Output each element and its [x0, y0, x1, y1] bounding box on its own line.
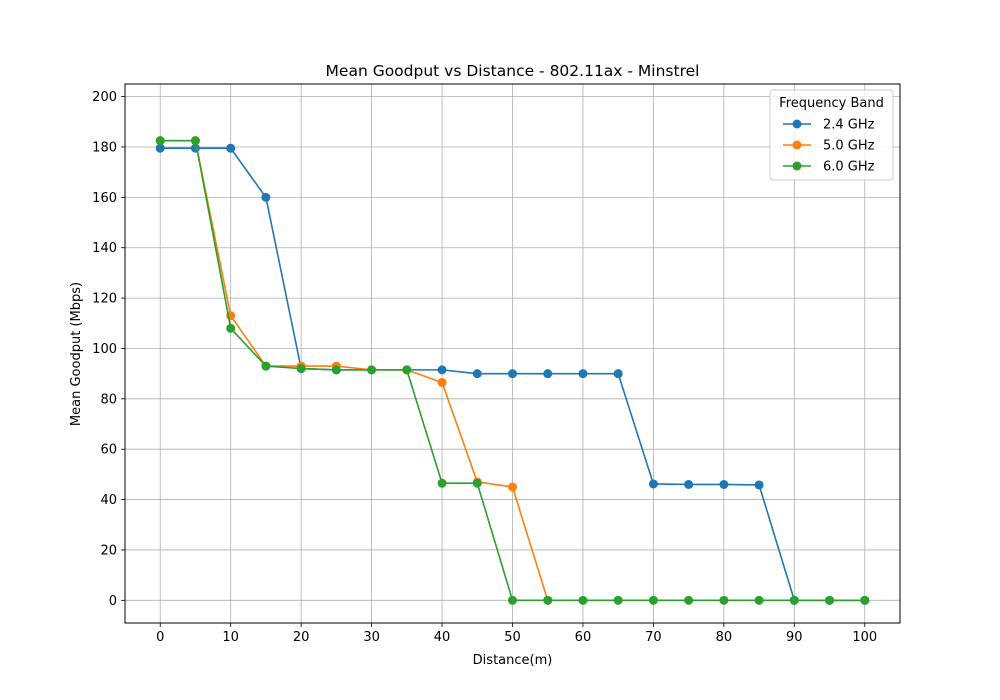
series-line-5-0-ghz	[160, 139, 549, 601]
y-tick-label: 200	[92, 90, 117, 105]
data-point	[226, 143, 236, 153]
x-tick-label: 90	[786, 630, 803, 645]
x-tick-label: 0	[156, 630, 164, 645]
y-tick-label: 180	[92, 140, 117, 155]
data-point	[543, 595, 553, 605]
data-point	[613, 595, 623, 605]
data-point	[719, 595, 729, 605]
data-point	[296, 364, 306, 374]
data-point	[226, 323, 236, 333]
axis-ticks: 0 10 20 30 40 50 60 70 80 90 100 0 20 40 60 80 100 120 140…	[92, 90, 877, 645]
x-tick-label: 10	[222, 630, 239, 645]
data-point	[508, 482, 517, 492]
y-tick-label: 160	[92, 191, 117, 206]
series-group	[155, 136, 870, 605]
data-point	[190, 136, 200, 146]
data-point	[860, 595, 870, 605]
data-point	[402, 365, 412, 375]
x-tick-label: 20	[293, 630, 310, 645]
chart-title: Mean Goodput vs Distance - 802.11ax - Mi…	[326, 62, 700, 80]
data-point	[508, 595, 517, 605]
legend-label-2-4-ghz: 2.4 GHz	[823, 118, 875, 133]
x-tick-label: 100	[852, 630, 877, 645]
x-tick-label: 70	[645, 630, 662, 645]
data-point	[437, 377, 447, 387]
data-point	[825, 595, 835, 605]
y-tick-label: 20	[100, 543, 117, 558]
legend-marker-6-0-ghz	[792, 161, 802, 171]
data-point	[331, 365, 341, 375]
data-point	[578, 369, 588, 379]
data-point	[472, 478, 482, 488]
x-tick-label: 30	[363, 630, 380, 645]
x-axis-title: Distance(m)	[473, 653, 553, 668]
x-tick-label: 80	[716, 630, 733, 645]
data-point	[789, 595, 799, 605]
data-point	[543, 369, 553, 379]
y-tick-label: 60	[100, 443, 117, 458]
legend-label-6-0-ghz: 6.0 GHz	[823, 160, 875, 175]
data-point	[684, 479, 694, 489]
data-point	[719, 479, 729, 489]
data-point	[754, 480, 764, 490]
legend-title: Frequency Band	[779, 96, 884, 111]
data-point	[437, 478, 447, 488]
data-point	[472, 369, 482, 379]
grid	[125, 84, 900, 623]
data-point	[155, 143, 165, 153]
data-point	[508, 369, 517, 379]
y-tick-label: 140	[92, 241, 117, 256]
series-6-0-ghz	[155, 136, 870, 605]
x-tick-label: 60	[575, 630, 592, 645]
data-point	[613, 369, 623, 379]
x-tick-label: 40	[434, 630, 451, 645]
y-tick-label: 120	[92, 292, 117, 307]
legend-label-5-0-ghz: 5.0 GHz	[823, 139, 875, 154]
y-tick-label: 80	[100, 392, 117, 407]
y-tick-label: 100	[92, 342, 117, 357]
data-point	[684, 595, 694, 605]
data-point	[367, 365, 377, 375]
data-point	[155, 136, 165, 146]
legend-marker-5-0-ghz	[792, 140, 802, 150]
data-point	[648, 479, 658, 489]
y-axis-title: Mean Goodput (Mbps)	[69, 282, 84, 426]
legend-box	[769, 89, 894, 181]
legend-marker-2-4-ghz	[792, 119, 802, 129]
y-tick-label: 40	[100, 493, 117, 508]
data-point	[578, 595, 588, 605]
data-point	[261, 361, 271, 371]
data-point	[437, 365, 447, 375]
data-point	[261, 192, 271, 202]
y-tick-label: 0	[109, 594, 117, 609]
legend: Frequency Band 2.4 GHz 5.0 GHz 6.0 GHz	[769, 89, 894, 181]
data-point	[754, 595, 764, 605]
data-point	[648, 595, 658, 605]
x-tick-label: 50	[504, 630, 521, 645]
